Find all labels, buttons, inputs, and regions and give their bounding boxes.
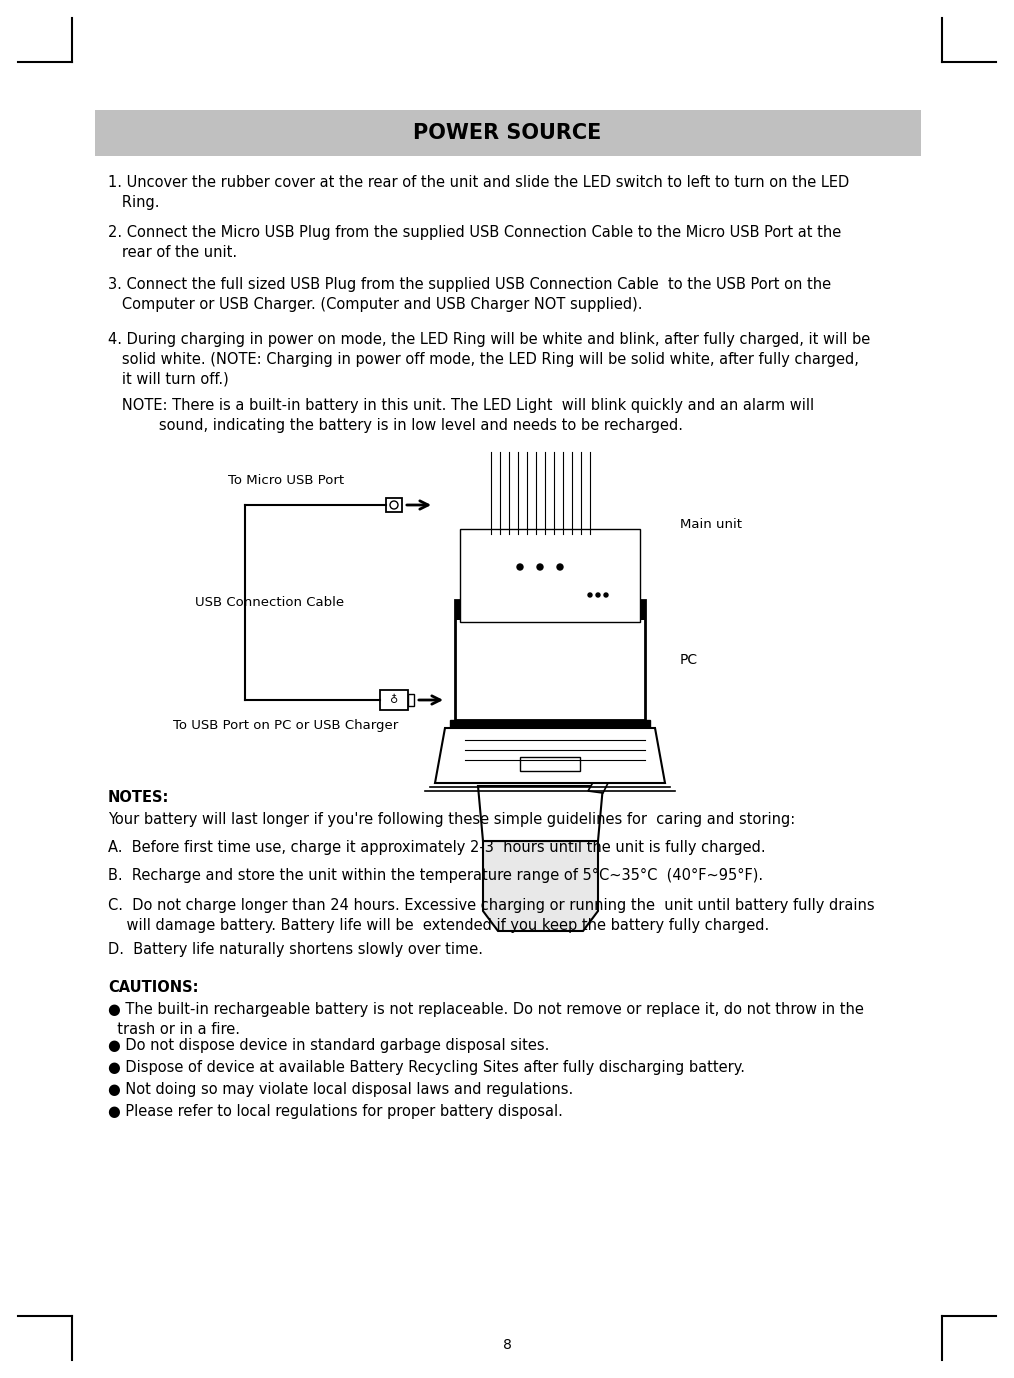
Text: A.  Before first time use, charge it approximately 2-3  hours until the unit is : A. Before first time use, charge it appr… [108,841,766,854]
Bar [386,497,402,513]
Text: CAUTIONS:: CAUTIONS: [108,980,199,995]
Text: B.  Recharge and store the unit within the temperature range of 5°C~35°C  (40°F~: B. Recharge and store the unit within th… [108,868,764,883]
Circle shape [604,593,608,597]
Text: 8: 8 [503,1338,511,1352]
Bar [520,757,580,772]
Bar [95,110,921,156]
Bar [460,529,640,621]
Polygon shape [483,841,598,932]
Text: ● Do not dispose device in standard garbage disposal sites.: ● Do not dispose device in standard garb… [108,1038,550,1053]
Polygon shape [435,728,665,783]
Circle shape [596,593,600,597]
Text: 4. During charging in power on mode, the LED Ring will be white and blink, after: 4. During charging in power on mode, the… [108,332,870,387]
Text: NOTE: There is a built-in battery in this unit. The LED Light  will blink quickl: NOTE: There is a built-in battery in thi… [108,398,814,433]
Text: D.  Battery life naturally shortens slowly over time.: D. Battery life naturally shortens slowl… [108,943,483,956]
Bar [583,590,613,602]
Bar [450,719,650,728]
Circle shape [588,593,592,597]
Text: C.  Do not charge longer than 24 hours. Excessive charging or running the  unit : C. Do not charge longer than 24 hours. E… [108,898,875,933]
Circle shape [390,502,399,508]
Text: To Micro USB Port: To Micro USB Port [228,474,344,486]
Bar [380,690,408,710]
Text: USB Connection Cable: USB Connection Cable [196,595,345,609]
Text: Main unit: Main unit [680,518,742,532]
Text: 2. Connect the Micro USB Plug from the supplied USB Connection Cable to the Micr: 2. Connect the Micro USB Plug from the s… [108,225,842,260]
Text: POWER SOURCE: POWER SOURCE [413,123,601,143]
Text: Your battery will last longer if you're following these simple guidelines for  c: Your battery will last longer if you're … [108,812,795,827]
Text: 1. Uncover the rubber cover at the rear of the unit and slide the LED switch to : 1. Uncover the rubber cover at the rear … [108,175,850,209]
Circle shape [537,564,544,570]
Text: ● The built-in rechargeable battery is not replaceable. Do not remove or replace: ● The built-in rechargeable battery is n… [108,1002,864,1036]
Bar [455,599,645,719]
Circle shape [517,564,523,570]
Polygon shape [478,785,603,841]
Polygon shape [588,730,633,792]
Text: PC: PC [680,653,698,667]
Text: ● Not doing so may violate local disposal laws and regulations.: ● Not doing so may violate local disposa… [108,1082,573,1097]
Text: To USB Port on PC or USB Charger: To USB Port on PC or USB Charger [173,719,399,732]
Bar [455,599,645,620]
Text: 3. Connect the full sized USB Plug from the supplied USB Connection Cable  to th: 3. Connect the full sized USB Plug from … [108,277,831,311]
Text: NOTES:: NOTES: [108,790,169,805]
Text: ♁: ♁ [390,695,399,706]
Circle shape [557,564,563,570]
Text: ● Dispose of device at available Battery Recycling Sites after fully discharging: ● Dispose of device at available Battery… [108,1060,745,1075]
Bar [408,695,414,706]
Text: ● Please refer to local regulations for proper battery disposal.: ● Please refer to local regulations for … [108,1104,563,1119]
